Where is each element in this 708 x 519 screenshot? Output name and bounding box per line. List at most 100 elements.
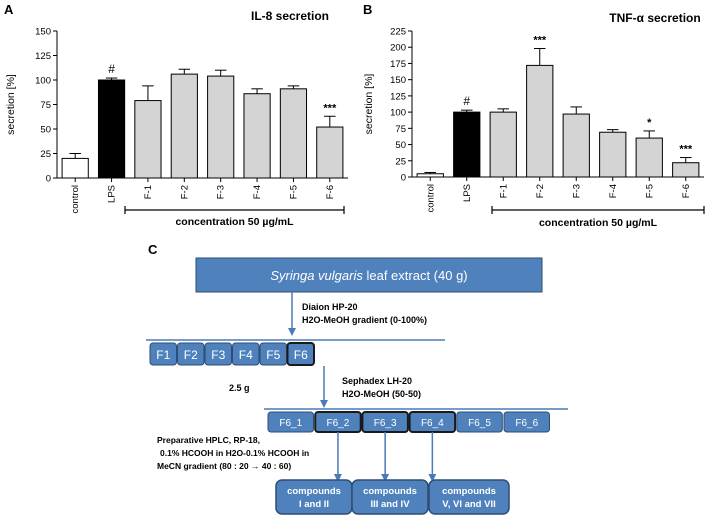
bar-f-1 — [489, 111, 517, 178]
subfraction-box-f6_5 — [456, 411, 503, 433]
y-tick-label: 0 — [46, 174, 51, 185]
chart-title: IL-8 secretion — [251, 9, 329, 23]
compounds-row: compounds I and II compounds III and IV comp… — [275, 432, 510, 515]
x-tick-label: control — [70, 185, 81, 214]
x-tick-label: F-4 — [252, 185, 263, 199]
step3-line3: MeCN gradient (80 : 20 → 40 : 60) — [157, 461, 291, 471]
y-axis-label: secretion [%] — [363, 74, 375, 135]
extract-box — [195, 257, 543, 293]
chart-tnf: 0 25 50 75 100 125 150 175 200 225 secretion [%] TN… — [363, 11, 705, 229]
x-tick-label: F-6 — [681, 184, 692, 198]
panel-label-b: B — [363, 2, 372, 17]
subfraction-label: F6_3 — [374, 418, 397, 429]
x-tick-label: F-2 — [535, 184, 546, 198]
y-tick-label: 175 — [390, 59, 406, 70]
y-tick-label: 200 — [390, 43, 406, 54]
chart-title: TNF-α secretion — [609, 11, 700, 25]
fraction-box-f1 — [149, 342, 177, 366]
x-tick-label: control — [425, 184, 436, 213]
bar-f-4 — [243, 93, 271, 179]
extract-label: Syringa vulgaris leaf extract (40 g) — [270, 268, 467, 283]
x-tick-label: F-1 — [143, 185, 154, 199]
y-tick-label: 50 — [395, 140, 406, 151]
x-tick-label: LPS — [107, 185, 118, 203]
subfraction-label: F6_2 — [327, 418, 350, 429]
compound-label-line2: V, VI and VII — [442, 499, 496, 510]
x-tick-label: F-5 — [288, 185, 299, 199]
x-tick-label: F-2 — [179, 185, 190, 199]
mass-label: 2.5 g — [229, 383, 250, 393]
bar-f-1 — [134, 100, 162, 179]
x-axis-label: concentration 50 µg/mL — [539, 217, 658, 229]
x-tick-label: F-3 — [571, 184, 582, 198]
fraction-label: F1 — [156, 348, 170, 362]
subfraction-label: F6_6 — [515, 418, 538, 429]
fraction-label: F5 — [266, 348, 280, 362]
y-tick-label: 100 — [390, 108, 406, 119]
subfraction-label: F6_5 — [468, 418, 491, 429]
compound-box — [351, 479, 429, 515]
bar-control — [416, 173, 444, 178]
fraction-label: F4 — [239, 348, 253, 362]
compound-label-line1: compounds — [363, 486, 417, 497]
subfraction-label: F6_1 — [279, 418, 302, 429]
bar-f-5 — [635, 137, 663, 178]
bar-lps — [97, 79, 126, 179]
bar-f-5 — [279, 88, 308, 179]
significance-mark: * — [647, 117, 652, 129]
y-tick-label: 50 — [40, 125, 51, 136]
bar-lps — [453, 111, 481, 178]
compound-label-line1: compounds — [287, 486, 341, 497]
bar-f-3 — [562, 113, 590, 178]
step2-line2: H2O-MeOH (50-50) — [342, 389, 421, 399]
y-tick-label: 75 — [40, 100, 51, 111]
bar-control — [61, 157, 89, 179]
step1-line2: H2O-MeOH gradient (0-100%) — [302, 315, 427, 325]
y-tick-label: 0 — [401, 173, 406, 184]
x-tick-label: LPS — [462, 184, 473, 202]
significance-mark: # — [108, 62, 115, 76]
y-tick-label: 75 — [395, 124, 406, 135]
fraction-box-f6 — [286, 342, 315, 366]
compound-label-line2: III and IV — [370, 499, 410, 510]
bar-f-4 — [599, 131, 627, 178]
step3-line2: 0.1% HCOOH in H2O-0.1% HCOOH in — [160, 448, 309, 458]
y-axis-label: secretion [%] — [5, 74, 17, 135]
significance-mark: *** — [679, 144, 693, 156]
y-tick-label: 150 — [35, 27, 51, 38]
fraction-label: F6 — [294, 348, 308, 362]
bar-f-2 — [526, 64, 554, 178]
significance-mark: *** — [533, 35, 547, 47]
compound-box — [428, 479, 510, 515]
x-tick-label: F-1 — [498, 184, 509, 198]
fraction-box-f4 — [232, 342, 260, 366]
x-axis-label: concentration 50 µg/mL — [175, 216, 294, 228]
bar-f-3 — [207, 75, 235, 179]
subfraction-box-f6_6 — [503, 411, 550, 433]
bar-f-6 — [672, 162, 700, 178]
x-tick-label: F-6 — [325, 185, 336, 199]
step3-line1: Preparative HPLC, RP-18, — [157, 435, 260, 445]
subfraction-box-f6_1 — [267, 411, 314, 433]
y-tick-label: 150 — [390, 75, 406, 86]
panel-label-a: A — [4, 2, 14, 17]
y-tick-label: 125 — [35, 51, 51, 62]
isolation-scheme: Syringa vulgaris leaf extract (40 g) Dia… — [146, 257, 568, 515]
fraction-label: F3 — [211, 348, 225, 362]
y-tick-label: 125 — [390, 91, 406, 102]
x-tick-label: F-3 — [216, 185, 227, 199]
subfraction-label: F6_4 — [421, 418, 444, 429]
fraction-box-f2 — [177, 342, 205, 366]
bar-f-2 — [170, 73, 198, 179]
significance-mark: *** — [323, 102, 337, 114]
significance-mark: # — [463, 94, 470, 108]
panel-label-c: C — [148, 242, 158, 257]
y-tick-label: 100 — [35, 76, 51, 87]
step2-line1: Sephadex LH-20 — [342, 376, 412, 386]
x-tick-label: F-4 — [608, 184, 619, 198]
y-tick-label: 25 — [395, 156, 406, 167]
x-tick-label: F-5 — [644, 184, 655, 198]
compound-label-line1: compounds — [442, 486, 496, 497]
fraction-box-f3 — [204, 342, 232, 366]
